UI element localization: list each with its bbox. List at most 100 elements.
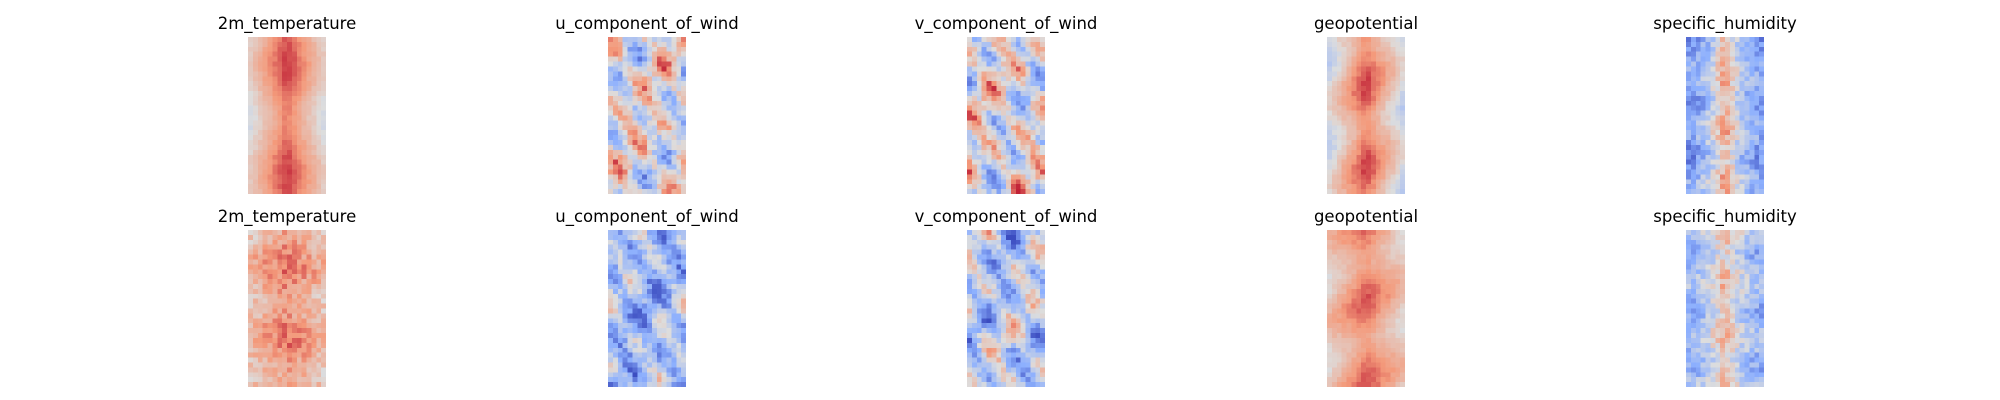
heatmap-cell xyxy=(1351,76,1357,82)
heatmap-cell xyxy=(1356,234,1362,240)
heatmap-cell xyxy=(971,179,977,185)
heatmap-cell xyxy=(1010,254,1016,260)
heatmap-cell xyxy=(986,269,992,275)
heatmap-cell xyxy=(1759,239,1765,245)
heatmap-cell xyxy=(1690,61,1696,67)
heatmap-cell xyxy=(272,347,278,353)
heatmap-cell xyxy=(1715,37,1721,43)
heatmap-cell xyxy=(976,279,982,285)
heatmap-cell xyxy=(1700,135,1706,141)
heatmap-cell xyxy=(272,313,278,319)
heatmap-cell xyxy=(1380,140,1386,146)
heatmap-cell xyxy=(1361,342,1367,348)
heatmap-cell xyxy=(1729,283,1735,290)
heatmap-cell xyxy=(647,164,653,170)
heatmap-cell xyxy=(1015,174,1021,180)
heatmap-cell xyxy=(306,86,312,92)
heatmap-cell xyxy=(976,274,982,280)
heatmap-cell xyxy=(1385,115,1391,121)
heatmap-cell xyxy=(1366,110,1372,116)
heatmap-cell xyxy=(661,140,667,146)
heatmap-cell xyxy=(1720,144,1726,150)
heatmap-cell xyxy=(1370,81,1376,87)
heatmap-cell xyxy=(1749,230,1755,236)
heatmap-cell xyxy=(1010,352,1016,358)
heatmap-cell xyxy=(306,71,312,77)
heatmap-cell xyxy=(282,318,288,324)
heatmap-cell xyxy=(1327,293,1333,299)
heatmap-cell xyxy=(642,313,648,319)
heatmap-cell xyxy=(1327,230,1333,236)
heatmap-cell xyxy=(991,140,997,146)
heatmap-cell xyxy=(1754,234,1760,240)
heatmap-cell xyxy=(1705,179,1711,185)
heatmap-cell xyxy=(1025,66,1031,72)
heatmap-cell xyxy=(1346,56,1352,62)
heatmap-cell xyxy=(1700,174,1706,180)
heatmap-cell xyxy=(622,46,628,52)
heatmap-cell xyxy=(257,95,263,101)
heatmap-cell xyxy=(306,249,312,255)
heatmap-cell xyxy=(1327,135,1333,141)
heatmap-cell xyxy=(1690,308,1696,314)
heatmap-cell xyxy=(262,254,268,260)
heatmap-cell xyxy=(301,184,307,190)
heatmap-cell xyxy=(632,56,638,62)
heatmap-cell xyxy=(1380,159,1386,165)
heatmap-cell xyxy=(971,135,977,141)
heatmap-cell xyxy=(637,337,643,343)
heatmap-cell xyxy=(1390,66,1396,72)
heatmap-cell xyxy=(1040,367,1046,373)
heatmap-cell xyxy=(1346,313,1352,319)
heatmap-cell xyxy=(671,357,677,363)
heatmap-cell xyxy=(1729,239,1735,245)
heatmap-cell xyxy=(282,367,288,373)
heatmap-cell xyxy=(1025,254,1031,260)
heatmap-cell xyxy=(1380,81,1386,87)
heatmap-cell xyxy=(1690,230,1696,236)
heatmap-cell xyxy=(1327,244,1333,250)
heatmap-cell xyxy=(1025,125,1031,131)
heatmap-cell xyxy=(1346,239,1352,245)
heatmap-cell xyxy=(971,377,977,383)
heatmap-cell xyxy=(681,149,687,155)
heatmap-cell xyxy=(1400,46,1406,52)
heatmap-cell xyxy=(651,51,657,57)
heatmap-cell xyxy=(1729,51,1735,57)
heatmap-cell xyxy=(1030,269,1036,275)
heatmap-cell xyxy=(1744,140,1750,146)
heatmap-cell xyxy=(316,347,322,353)
heatmap-cell xyxy=(301,174,307,180)
heatmap-cell xyxy=(1705,274,1711,280)
heatmap-cell xyxy=(661,337,667,343)
heatmap-cell xyxy=(1754,174,1760,180)
heatmap-cell xyxy=(1725,51,1731,57)
heatmap-cell xyxy=(617,230,623,236)
heatmap-cell xyxy=(676,239,682,245)
heatmap-cell xyxy=(967,164,973,170)
heatmap-cell xyxy=(1690,149,1696,155)
heatmap-cell xyxy=(1744,234,1750,240)
heatmap-cell xyxy=(1754,254,1760,260)
heatmap-cell xyxy=(986,90,992,97)
heatmap-cell xyxy=(1030,298,1036,304)
heatmap-cell xyxy=(1361,41,1367,47)
heatmap-cell xyxy=(976,125,982,131)
heatmap-cell xyxy=(1015,362,1021,368)
heatmap-cell xyxy=(986,105,992,111)
heatmap-cell xyxy=(676,274,682,280)
heatmap-cell xyxy=(262,274,268,280)
heatmap-cell xyxy=(976,328,982,334)
heatmap-cell xyxy=(971,100,977,106)
heatmap-cell xyxy=(647,110,653,116)
heatmap-cell xyxy=(262,95,268,101)
heatmap-cell xyxy=(681,234,687,240)
heatmap-cell xyxy=(612,174,618,180)
heatmap-cell xyxy=(1749,105,1755,111)
heatmap-cell xyxy=(1010,259,1016,265)
heatmap-cell xyxy=(1690,333,1696,339)
heatmap-cell xyxy=(1020,372,1026,378)
heatmap-cell xyxy=(1739,318,1745,324)
heatmap-cell xyxy=(617,288,623,294)
heatmap-cell xyxy=(1327,382,1333,388)
